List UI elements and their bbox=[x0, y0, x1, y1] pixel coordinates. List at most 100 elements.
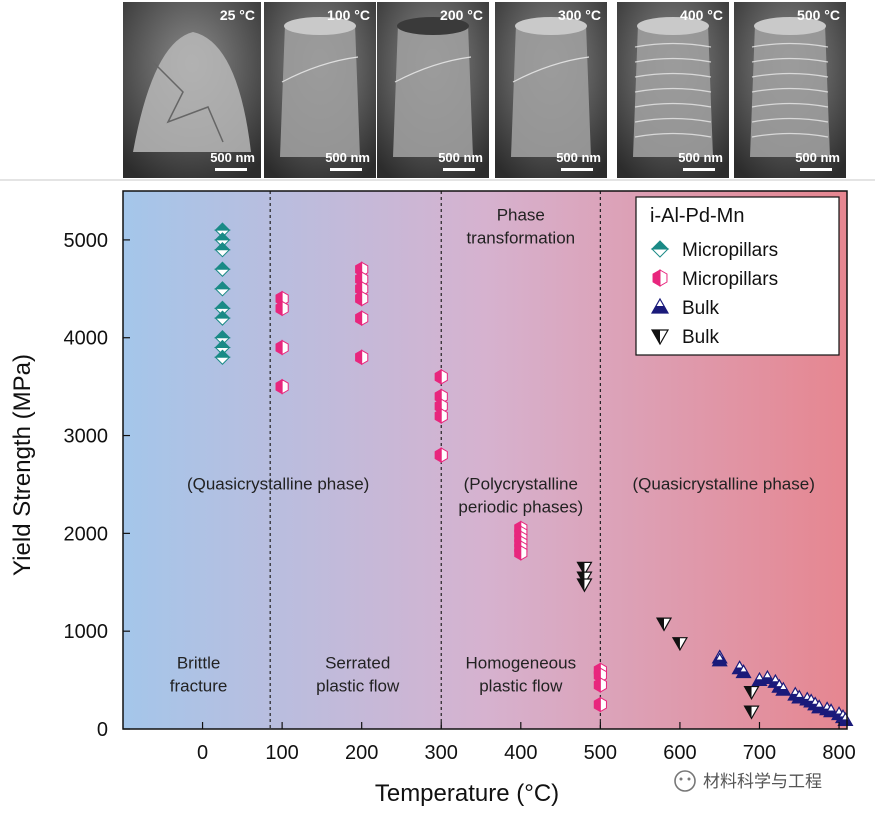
plot-frame bbox=[122, 190, 848, 730]
legend-entry: Bulk bbox=[682, 327, 719, 348]
y-axis: 0 1000 2000 3000 4000 5000 bbox=[64, 230, 130, 741]
pillar-top bbox=[515, 17, 587, 35]
region-label: Brittle fracture bbox=[170, 653, 228, 695]
data-point bbox=[576, 561, 593, 576]
data-point bbox=[652, 269, 668, 287]
data-point bbox=[650, 240, 670, 258]
x-tick-label: 800 bbox=[822, 742, 855, 764]
micrograph-panel: 400 °C 500 nm bbox=[617, 2, 729, 178]
micrograph-scale-label: 500 nm bbox=[795, 150, 840, 165]
micrograph-scale-label: 500 nm bbox=[210, 150, 255, 165]
x-axis-title: Temperature (°C) bbox=[375, 780, 559, 807]
data-point bbox=[735, 664, 752, 679]
x-tick-label: 700 bbox=[743, 742, 776, 764]
data-series bbox=[214, 222, 854, 727]
y-tick-label: 0 bbox=[97, 719, 108, 741]
data-point bbox=[576, 578, 593, 593]
micrograph-scale-label: 500 nm bbox=[556, 150, 601, 165]
series bbox=[711, 649, 854, 727]
pillar-top bbox=[754, 17, 826, 35]
data-point bbox=[275, 300, 289, 317]
scale-bar bbox=[683, 168, 715, 171]
x-tick-label: 400 bbox=[504, 742, 537, 764]
data-point bbox=[650, 297, 670, 314]
scale-bar bbox=[330, 168, 362, 171]
series bbox=[214, 222, 231, 365]
micrograph-panel: 25 °C 500 nm bbox=[123, 2, 261, 178]
region-label: Homogeneous plastic flow bbox=[466, 653, 577, 695]
data-point bbox=[514, 545, 528, 561]
data-point bbox=[743, 705, 760, 720]
micrograph-panel: 200 °C 500 nm bbox=[377, 2, 489, 178]
data-point bbox=[775, 681, 792, 696]
data-point bbox=[355, 310, 369, 327]
y-axis-title: Yield Strength (MPa) bbox=[9, 354, 36, 576]
data-point bbox=[214, 310, 231, 326]
pillar bbox=[280, 24, 360, 157]
micrograph-panel: 300 °C 500 nm bbox=[495, 2, 607, 178]
pillar-top bbox=[284, 17, 356, 35]
scale-bar bbox=[800, 168, 832, 171]
x-tick-label: 600 bbox=[663, 742, 696, 764]
pillar bbox=[511, 24, 591, 157]
data-point bbox=[593, 696, 607, 713]
data-point bbox=[711, 652, 728, 667]
y-tick-label: 4000 bbox=[64, 328, 109, 350]
watermark: 材料科学与工程 bbox=[674, 770, 822, 792]
data-point bbox=[214, 241, 231, 258]
data-point bbox=[434, 408, 448, 424]
data-point bbox=[355, 349, 369, 366]
legend-box bbox=[635, 196, 840, 356]
region-label: Phase transformation bbox=[466, 205, 575, 247]
legend-title: i-Al-Pd-Mn bbox=[650, 205, 744, 227]
data-point bbox=[434, 368, 448, 385]
data-point bbox=[275, 339, 289, 356]
fractured-pillar bbox=[133, 32, 251, 152]
data-point bbox=[837, 711, 854, 727]
scale-bar bbox=[215, 168, 247, 171]
region-labels: (Quasicrystalline phase) Phase transformat… bbox=[170, 205, 815, 695]
wechat-icon bbox=[674, 770, 696, 792]
x-tick-label: 200 bbox=[345, 742, 378, 764]
micrograph-panel: 500 °C 500 nm bbox=[734, 2, 846, 178]
micrograph-temperature: 200 °C bbox=[440, 7, 483, 23]
legend-entry: Micropillars bbox=[682, 269, 778, 290]
x-tick-label: 0 bbox=[197, 742, 208, 764]
micrograph-temperature: 500 °C bbox=[797, 7, 840, 23]
legend-entry: Micropillars bbox=[682, 240, 778, 261]
micrograph-scale-label: 500 nm bbox=[678, 150, 723, 165]
pillar bbox=[393, 24, 473, 157]
data-point bbox=[671, 637, 688, 652]
data-point bbox=[214, 261, 231, 277]
data-point bbox=[650, 329, 670, 346]
y-tick-label: 5000 bbox=[64, 230, 109, 252]
x-tick-label: 100 bbox=[265, 742, 298, 764]
x-tick-label: 500 bbox=[584, 742, 617, 764]
scale-bar bbox=[443, 168, 475, 171]
series bbox=[275, 261, 607, 713]
legend-entry: Bulk bbox=[682, 298, 719, 319]
y-tick-label: 1000 bbox=[64, 621, 109, 643]
x-tick-label: 300 bbox=[425, 742, 458, 764]
data-point bbox=[593, 677, 607, 693]
y-tick-label: 3000 bbox=[64, 426, 109, 448]
region-label: (Quasicrystalline phase) bbox=[633, 474, 815, 493]
pillar-top bbox=[637, 17, 709, 35]
data-point bbox=[355, 290, 369, 307]
data-point bbox=[434, 447, 448, 463]
micrograph-scale-label: 500 nm bbox=[438, 150, 483, 165]
data-point bbox=[275, 378, 289, 395]
legend: i-Al-Pd-Mn Micropillars Micropillars Bulk B… bbox=[635, 196, 840, 356]
scale-bar bbox=[561, 168, 593, 171]
pillar-top bbox=[397, 17, 469, 35]
data-point bbox=[743, 685, 760, 701]
region-label: (Quasicrystalline phase) bbox=[187, 474, 369, 493]
y-tick-label: 2000 bbox=[64, 523, 109, 545]
micrograph-temperature: 300 °C bbox=[558, 7, 601, 23]
x-axis: 0 100 200 300 400 500 600 700 800 bbox=[197, 722, 856, 764]
series bbox=[576, 561, 760, 720]
region-label: (Polycrystalline periodic phases) bbox=[458, 474, 583, 516]
micrograph-panel: 100 °C 500 nm bbox=[264, 2, 376, 178]
watermark-text: 材料科学与工程 bbox=[703, 772, 822, 792]
